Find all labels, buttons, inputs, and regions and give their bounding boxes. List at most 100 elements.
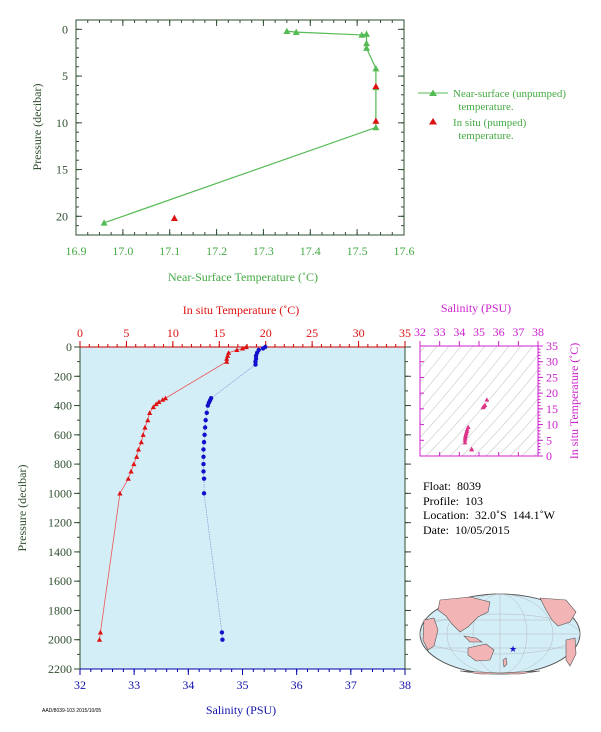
temperature-point: [243, 344, 249, 350]
salinity-tick-label: 37: [345, 678, 357, 692]
profile-plot-background: [80, 347, 405, 669]
top-x-tick-label: 17.6: [394, 244, 415, 258]
near-surface-point: [292, 28, 300, 35]
pressure-tick-label: 1600: [48, 574, 72, 588]
temperature-point: [150, 404, 156, 410]
salinity-tick-label: 32: [74, 678, 86, 692]
ts-salinity-tick-label: 37: [512, 325, 524, 339]
legend-in-situ-label-2: temperature.: [458, 130, 514, 142]
salinity-point: [202, 425, 208, 430]
ts-point: [462, 440, 468, 445]
footer-code: AAD/8039-103 2015/10/05: [42, 708, 102, 714]
top-x-tick-label: 17.4: [300, 244, 321, 258]
temperature-point: [156, 399, 162, 404]
temperature-axis-label: In situ Temperature (˚C): [183, 303, 300, 317]
top-x-tick-label: 17.0: [112, 244, 133, 258]
top-plot-frame: [75, 19, 405, 236]
ts-points: [462, 397, 490, 452]
ts-salinity-tick-label: 34: [453, 325, 465, 339]
ts-density-contour: [521, 438, 538, 456]
ts-point: [462, 435, 468, 440]
temperature-tick-label: 0: [77, 326, 83, 340]
top-axis-ticks: 16.9 17.0 17.1 17.2 17.3 17.4 17.5 17.6 0 5 10 15 20: [56, 19, 415, 258]
temperature-point: [225, 353, 231, 358]
temperature-point: [117, 490, 123, 496]
pressure-tick-label: 1200: [48, 516, 72, 530]
legend-near-surface-label-1: Near-surface (unpumped): [453, 88, 566, 100]
temperature-point: [162, 395, 169, 401]
near-surface-point: [372, 124, 380, 131]
in-situ-point: [372, 117, 380, 124]
ts-x-axis-label: Salinity (PSU): [441, 301, 511, 315]
profile-series-marks: [96, 344, 268, 642]
salinity-point: [201, 454, 206, 459]
in-situ-point: [170, 214, 178, 221]
ts-temperature-tick-label: 15: [546, 402, 558, 416]
ts-density-contour: [485, 398, 538, 456]
pressure-tick-label: 0: [66, 340, 72, 354]
top-legend: Near-surface (unpumped) temperature. In …: [418, 88, 566, 142]
salinity-point: [202, 432, 207, 438]
temperature-point: [239, 345, 246, 351]
salinity-point: [253, 362, 258, 367]
salinity-point: [201, 476, 207, 481]
ts-density-contour: [420, 346, 486, 425]
ts-density-contour: [425, 346, 522, 456]
map-land: [422, 596, 577, 675]
salinity-point: [201, 447, 206, 452]
temperature-tick-label: 25: [306, 326, 318, 340]
salinity-point: [201, 461, 206, 467]
top-y-axis-label: Pressure (decibar): [30, 84, 44, 171]
ts-plot-background: [420, 346, 538, 456]
salinity-tick-label: 36: [291, 678, 303, 692]
temperature-point: [96, 637, 103, 642]
temperature-point: [153, 401, 159, 407]
top-y-tick-label: 20: [56, 209, 68, 223]
top-y-tick-label: 10: [56, 116, 68, 130]
pressure-tick-label: 600: [54, 428, 72, 442]
salinity-tick-label: 34: [182, 678, 194, 692]
temperature-point: [224, 359, 230, 364]
ts-temperature-tick-label: 25: [546, 370, 558, 384]
ts-density-contour: [420, 346, 498, 438]
ts-salinity-tick-label: 33: [434, 325, 446, 339]
temperature-point: [138, 439, 144, 445]
temperature-point: [134, 454, 140, 459]
temperature-point: [125, 476, 131, 481]
ts-density-contours: [420, 346, 538, 456]
ts-temperature-tick-label: 20: [546, 386, 558, 400]
ts-salinity-tick-label: 32: [414, 325, 426, 339]
float-info: Float: 8039 Profile: 103 Location: 32.0˚…: [423, 479, 555, 537]
profile-chart: 0 5 10 15 20 25 30 35 32 33 34 35 36 37 38 0 200 400 600 80…: [15, 303, 411, 717]
legend-near-surface-label-2: temperature.: [458, 101, 514, 113]
ts-density-contour: [420, 346, 510, 451]
ts-salinity-tick-label: 36: [493, 325, 505, 339]
near-surface-temperature-chart: 16.9 17.0 17.1 17.2 17.3 17.4 17.5 17.6 0 5 10 15 20…: [30, 19, 415, 284]
salinity-point: [201, 491, 207, 496]
temperature-tick-label: 5: [123, 326, 129, 340]
near-surface-point: [372, 65, 380, 72]
temperature-point: [224, 356, 230, 361]
temperature-point: [142, 424, 148, 430]
top-x-tick-label: 16.9: [66, 244, 87, 258]
temperature-tick-label: 20: [260, 326, 272, 340]
world-map: ★: [419, 593, 581, 675]
ts-density-contour: [461, 369, 538, 456]
near-surface-point: [363, 44, 371, 51]
salinity-tick-label: 33: [128, 678, 140, 692]
ts-density-contour: [509, 425, 538, 456]
near-surface-point: [100, 219, 108, 226]
float-location: Location: 32.0˚S 144.1˚W: [423, 508, 555, 522]
salinity-axis-label: Salinity (PSU): [206, 703, 276, 717]
ts-density-contour: [420, 346, 450, 383]
pressure-tick-label: 200: [54, 369, 72, 383]
temperature-point: [147, 410, 153, 415]
salinity-point: [203, 417, 208, 423]
ts-y-axis-label: In situ Temperature (˚C): [567, 343, 581, 460]
ts-density-contour: [420, 346, 438, 368]
top-x-tick-label: 17.1: [159, 244, 180, 258]
salinity-point: [219, 630, 225, 635]
float-location-star-icon: ★: [509, 644, 517, 654]
